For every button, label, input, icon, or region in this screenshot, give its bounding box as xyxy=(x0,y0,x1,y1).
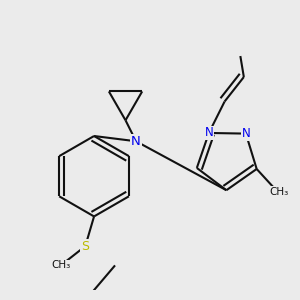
Text: N: N xyxy=(205,127,213,140)
Text: CH₃: CH₃ xyxy=(270,187,289,197)
Text: N: N xyxy=(131,135,141,148)
Text: S: S xyxy=(81,240,89,253)
Text: N: N xyxy=(242,127,250,140)
Text: CH₃: CH₃ xyxy=(51,260,70,270)
